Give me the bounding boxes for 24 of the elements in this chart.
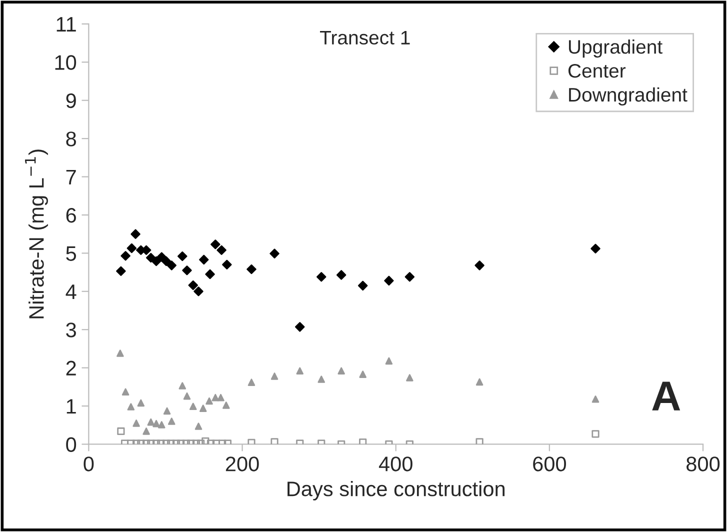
y-tick-label: 5 — [66, 246, 76, 261]
y-tick-label: 7 — [66, 170, 76, 184]
y-tick-label: 6 — [66, 208, 76, 223]
x-tick-label: 0 — [84, 456, 94, 472]
y-tick-label: 1 — [66, 399, 76, 414]
chart-title: Transect 1 — [320, 30, 410, 45]
legend-label: Center — [568, 64, 626, 78]
legend-label: Downgradient — [569, 87, 688, 106]
legend-label: Upgradient — [568, 39, 662, 58]
x-tick-label: 800 — [686, 456, 720, 472]
y-tick-label: 8 — [66, 132, 76, 146]
x-tick-label: 400 — [378, 456, 412, 472]
x-tick-label: 600 — [533, 456, 566, 472]
y-tick-label: 0 — [66, 437, 76, 452]
x-axis-title: Days since construction — [288, 481, 505, 500]
y-axis-title: Nitrate-N (mg L$^{−1}$) — [25, 150, 48, 318]
y-tick-label: 4 — [66, 284, 76, 299]
y-tick-label: 9 — [66, 93, 76, 108]
y-tick-label: 2 — [66, 360, 76, 376]
y-tick-label: 3 — [66, 322, 76, 338]
x-tick-label: 200 — [226, 456, 259, 472]
y-tick-label: 10 — [55, 55, 76, 70]
annotation: A — [652, 382, 680, 410]
y-tick-label: 11 — [56, 17, 76, 32]
